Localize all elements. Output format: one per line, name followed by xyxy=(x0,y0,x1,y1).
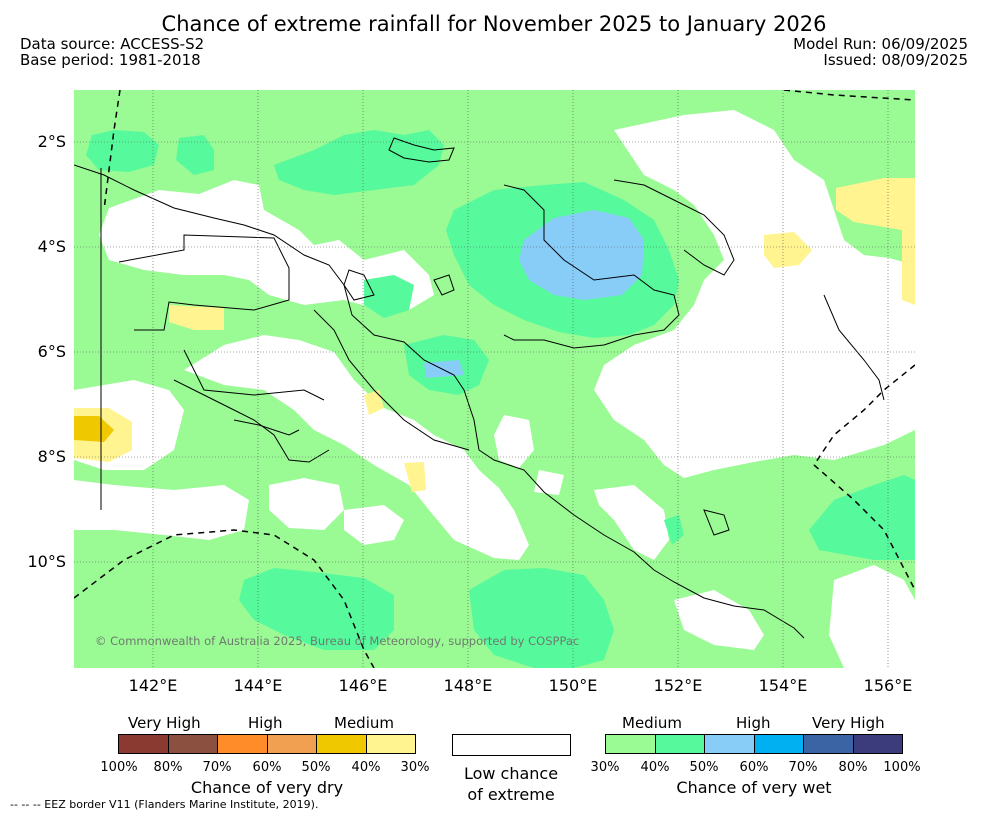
dry-tick: 70% xyxy=(202,760,232,775)
dry-swatch xyxy=(317,735,367,753)
dry-tick: 30% xyxy=(400,760,430,775)
dry-swatch xyxy=(366,735,415,753)
graticule xyxy=(74,90,915,668)
lon-label-156e: 156°E xyxy=(863,676,913,695)
eez-borders xyxy=(74,90,915,668)
coastlines xyxy=(74,137,885,639)
wet-tick: 60% xyxy=(739,760,769,775)
neutral-caption-line2: of extreme xyxy=(467,785,555,804)
lat-label-6s: 6°S xyxy=(37,342,66,361)
lat-label-10s: 10°S xyxy=(27,552,66,571)
wet-tick: 40% xyxy=(640,760,670,775)
dry-tick: 50% xyxy=(301,760,331,775)
wet-level-medium: Medium xyxy=(622,714,682,732)
dry-swatch xyxy=(168,735,218,753)
wet-level-very-high: Very High xyxy=(812,714,885,732)
dry-tick: 40% xyxy=(351,760,381,775)
wet-swatch xyxy=(853,735,902,753)
eez-footnote: -- -- -- EEZ border V11 (Flanders Marine… xyxy=(10,798,319,811)
lat-label-8s: 8°S xyxy=(37,447,66,466)
lon-label-154e: 154°E xyxy=(758,676,808,695)
dry-colorbar xyxy=(118,734,416,754)
dry-level-medium: Medium xyxy=(334,714,394,732)
wet-level-high: High xyxy=(736,714,771,732)
dry-swatch xyxy=(218,735,268,753)
wet-colorbar xyxy=(605,734,903,754)
map-credit: © Commonwealth of Australia 2025, Bureau… xyxy=(95,634,580,648)
dry-level-very-high: Very High xyxy=(128,714,201,732)
wet-tick: 50% xyxy=(689,760,719,775)
lon-label-142e: 142°E xyxy=(128,676,178,695)
dry-swatch xyxy=(119,735,169,753)
lon-label-146e: 146°E xyxy=(338,676,388,695)
border-lines xyxy=(100,168,470,510)
neutral-caption-line1: Low chance xyxy=(463,764,559,783)
dry-tick: 100% xyxy=(100,760,138,775)
map-title: Chance of extreme rainfall for November … xyxy=(161,12,827,36)
rainfall-map xyxy=(74,90,915,668)
wet-swatch xyxy=(754,735,804,753)
dry-tick: 60% xyxy=(252,760,282,775)
wet-tick: 100% xyxy=(883,760,921,775)
wet-tick: 80% xyxy=(838,760,868,775)
model-run: Model Run: 06/09/2025 xyxy=(793,35,968,53)
wet-swatch xyxy=(655,735,705,753)
lon-label-144e: 144°E xyxy=(233,676,283,695)
lat-label-4s: 4°S xyxy=(37,237,66,256)
wet-swatch xyxy=(705,735,755,753)
neutral-swatch xyxy=(452,734,571,756)
dry-caption: Chance of very dry xyxy=(190,778,344,797)
issued-date: Issued: 08/09/2025 xyxy=(823,51,968,69)
wet-swatch xyxy=(606,735,656,753)
lon-label-152e: 152°E xyxy=(653,676,703,695)
wet-tick: 70% xyxy=(788,760,818,775)
dry-swatch xyxy=(267,735,317,753)
dry-tick: 80% xyxy=(153,760,183,775)
dry-level-high: High xyxy=(248,714,283,732)
wet-tick: 30% xyxy=(590,760,620,775)
lon-label-148e: 148°E xyxy=(443,676,493,695)
lat-label-2s: 2°S xyxy=(37,132,66,151)
lon-label-150e: 150°E xyxy=(548,676,598,695)
base-period: Base period: 1981-2018 xyxy=(20,51,201,69)
wet-caption: Chance of very wet xyxy=(676,778,832,797)
data-source: Data source: ACCESS-S2 xyxy=(20,35,205,53)
dry-regions xyxy=(74,178,915,492)
wet-swatch xyxy=(804,735,854,753)
